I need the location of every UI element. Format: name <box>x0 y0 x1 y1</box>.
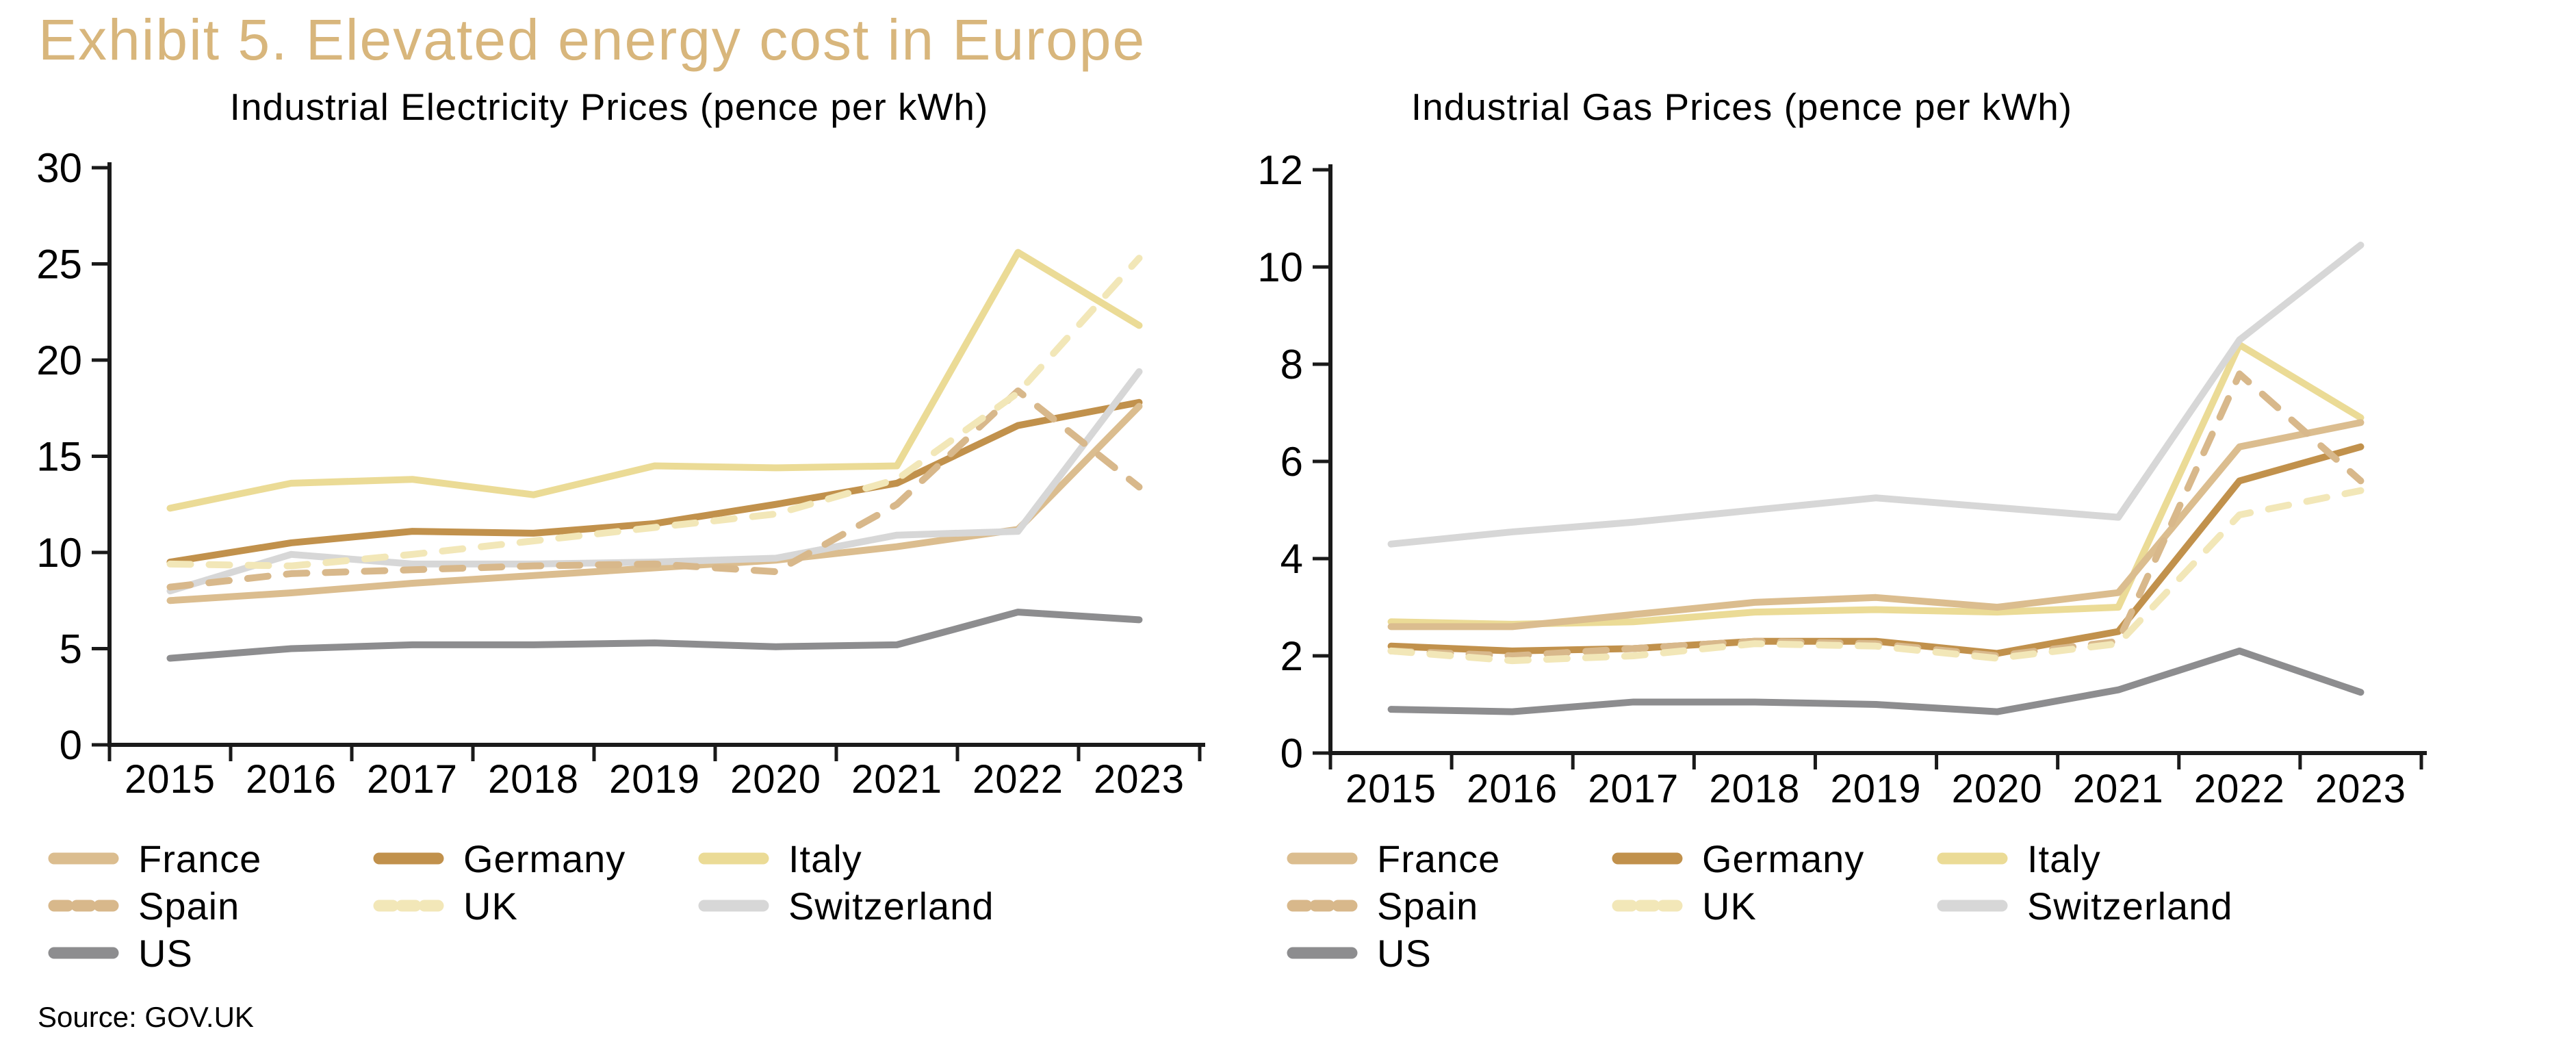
legend-swatch-uk-icon <box>373 900 444 912</box>
gas-ytick-label: 12 <box>1257 147 1303 193</box>
electricity-series-italy <box>166 249 1143 512</box>
electricity-chart: 0 5 10 15 20 25 30 2015 2016 2017 2018 2019 2020 2021… <box>36 145 1205 802</box>
legend-label: US <box>138 931 193 975</box>
gas-series-switzerland <box>1387 242 2365 548</box>
gas-ytick-label: 2 <box>1280 633 1303 679</box>
electricity-year-label: 2020 <box>730 757 821 802</box>
legend-label: Spain <box>138 884 240 928</box>
legend-swatch-switzerland-icon <box>698 900 769 912</box>
electricity-ytick-label: 25 <box>36 242 82 288</box>
electricity-year-label: 2017 <box>367 757 458 802</box>
legend-item-italy: Italy <box>698 837 862 880</box>
legend-item-uk: UK <box>1612 884 1757 928</box>
gas-ytick-label: 4 <box>1280 536 1303 582</box>
electricity-ytick-label: 10 <box>36 530 82 576</box>
legend-item-france: France <box>1287 837 1500 880</box>
legend-item-spain: Spain <box>1287 884 1478 928</box>
electricity-series-uk <box>166 255 1143 570</box>
legend-swatch-italy-icon <box>698 852 769 865</box>
legend-item-uk: UK <box>373 884 518 928</box>
gas-year-label: 2023 <box>2315 767 2406 811</box>
electricity-series-us <box>166 609 1143 662</box>
legend-swatch-germany-icon <box>1612 852 1683 865</box>
legend-label: Germany <box>1702 837 1865 880</box>
legend-item-spain: Spain <box>48 884 240 928</box>
gas-ytick-label: 0 <box>1280 730 1303 776</box>
legend-swatch-spain-icon <box>48 900 119 912</box>
legend-label: Spain <box>1377 884 1479 928</box>
electricity-year-label: 2015 <box>125 757 216 802</box>
legend-label: Switzerland <box>788 884 994 928</box>
gas-year-label: 2021 <box>2073 767 2164 811</box>
electricity-axes <box>107 162 1205 747</box>
gas-ytick-label: 6 <box>1280 439 1303 485</box>
gas-ytick-label: 10 <box>1257 244 1303 290</box>
electricity-series-spain <box>166 387 1143 591</box>
gas-chart: 0 2 4 6 8 10 12 2015 2016 2017 2018 2019 2020 2021 202… <box>1257 147 2427 811</box>
legend-swatch-italy-icon <box>1937 852 2008 865</box>
legend-label: Germany <box>463 837 626 880</box>
legend-swatch-uk-icon <box>1612 900 1683 912</box>
legend-item-italy: Italy <box>1937 837 2101 880</box>
gas-year-label: 2015 <box>1345 767 1437 811</box>
electricity-year-label: 2022 <box>973 757 1064 802</box>
gas-year-label: 2016 <box>1467 767 1558 811</box>
electricity-year-label: 2023 <box>1094 757 1185 802</box>
legend-swatch-us-icon <box>1287 947 1358 959</box>
gas-series-uk <box>1387 487 2365 665</box>
legend-item-germany: Germany <box>1612 837 1864 880</box>
legend-item-switzerland: Switzerland <box>1937 884 2232 928</box>
source-note: Source: GOV.UK <box>38 1001 254 1033</box>
gas-series-us <box>1387 647 2365 715</box>
gas-year-label: 2019 <box>1830 767 1921 811</box>
legend-swatch-switzerland-icon <box>1937 900 2008 912</box>
gas-chart-title: Industrial Gas Prices (pence per kWh) <box>1411 86 2073 128</box>
legend-label: UK <box>1702 884 1757 928</box>
electricity-year-label: 2016 <box>246 757 337 802</box>
legend-swatch-spain-icon <box>1287 900 1358 912</box>
legend-swatch-france-icon <box>1287 852 1358 865</box>
electricity-ytick-label: 15 <box>36 434 82 480</box>
electricity-series-germany <box>166 398 1143 566</box>
gas-year-label: 2020 <box>1952 767 2043 811</box>
legend-item-switzerland: Switzerland <box>698 884 994 928</box>
legend-item-us: US <box>1287 931 1432 975</box>
gas-year-label: 2018 <box>1709 767 1800 811</box>
legend-item-us: US <box>48 931 193 975</box>
electricity-year-label: 2018 <box>488 757 579 802</box>
gas-ytick-label: 8 <box>1280 342 1303 387</box>
gas-axes <box>1328 164 2427 755</box>
electricity-ytick-label: 0 <box>60 722 82 768</box>
legend-item-france: France <box>48 837 261 880</box>
electricity-ytick-label: 5 <box>60 626 82 672</box>
legend-swatch-germany-icon <box>373 852 444 865</box>
electricity-chart-title: Industrial Electricity Prices (pence per… <box>229 86 989 128</box>
legend-swatch-france-icon <box>48 852 119 865</box>
gas-series-france <box>1387 419 2365 631</box>
legend-label: Switzerland <box>2027 884 2233 928</box>
legend-label: UK <box>463 884 518 928</box>
gas-series-italy <box>1387 341 2365 628</box>
gas-year-label: 2022 <box>2194 767 2285 811</box>
electricity-year-label: 2019 <box>609 757 700 802</box>
legend-label: France <box>138 837 262 880</box>
electricity-ytick-label: 20 <box>36 338 82 383</box>
legend-label: Italy <box>2027 837 2101 880</box>
gas-year-label: 2017 <box>1588 767 1679 811</box>
electricity-year-label: 2021 <box>851 757 942 802</box>
electricity-ytick-label: 30 <box>36 145 82 191</box>
legend-label: France <box>1377 837 1501 880</box>
legend-label: Italy <box>788 837 862 880</box>
legend-item-germany: Germany <box>373 837 626 880</box>
page-title: Exhibit 5. Elevated energy cost in Europ… <box>38 8 1146 72</box>
legend-swatch-us-icon <box>48 947 119 959</box>
legend-label: US <box>1377 931 1432 975</box>
